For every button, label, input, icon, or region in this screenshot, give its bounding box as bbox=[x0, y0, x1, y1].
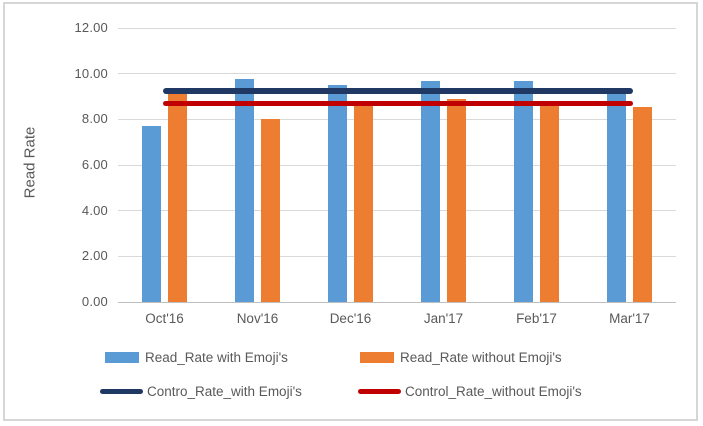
bar-without-emojis-Mar'17 bbox=[632, 106, 653, 302]
gridline bbox=[118, 255, 676, 257]
gridline bbox=[118, 164, 676, 166]
y-tick-label: 12.00 bbox=[74, 20, 108, 35]
y-axis-title-text: Read Rate bbox=[21, 126, 39, 199]
y-tick-label: 10.00 bbox=[74, 65, 108, 81]
y-tick-label: 2.00 bbox=[81, 248, 108, 264]
x-tick-label: Dec'16 bbox=[329, 311, 372, 326]
chart-frame bbox=[3, 2, 698, 421]
bar-with-emojis-Jan'17 bbox=[420, 80, 441, 302]
bar-without-emojis-Feb'17 bbox=[539, 105, 560, 302]
gridline bbox=[118, 73, 676, 75]
y-tick-label: 4.00 bbox=[81, 202, 108, 218]
x-axis-line bbox=[118, 301, 676, 303]
x-tick-label: Feb'17 bbox=[516, 311, 557, 326]
x-tick-label: Oct'16 bbox=[145, 311, 184, 326]
bar-with-emojis-Feb'17 bbox=[513, 80, 534, 302]
bar-with-emojis-Mar'17 bbox=[606, 89, 627, 302]
bar-without-emojis-Nov'16 bbox=[260, 119, 281, 302]
y-tick-label: 0.00 bbox=[81, 294, 108, 309]
x-tick-label: Jan'17 bbox=[423, 311, 464, 326]
y-tick-label: 8.00 bbox=[81, 111, 108, 127]
gridline bbox=[118, 210, 676, 212]
bar-with-emojis-Nov'16 bbox=[234, 79, 255, 302]
bar-with-emojis-Oct'16 bbox=[141, 126, 162, 302]
gridline bbox=[118, 27, 676, 29]
x-tick-label: Mar'17 bbox=[609, 311, 650, 326]
bar-with-emojis-Dec'16 bbox=[327, 85, 348, 302]
bar-without-emojis-Oct'16 bbox=[167, 91, 188, 302]
x-tick-label: Nov'16 bbox=[236, 311, 279, 326]
bar-without-emojis-Dec'16 bbox=[353, 105, 374, 302]
gridline bbox=[118, 118, 676, 120]
y-tick-label: 6.00 bbox=[81, 157, 108, 172]
control-line-without-emojis bbox=[162, 100, 633, 107]
bar-without-emojis-Jan'17 bbox=[446, 98, 467, 302]
control-line-with-emojis bbox=[162, 88, 633, 94]
